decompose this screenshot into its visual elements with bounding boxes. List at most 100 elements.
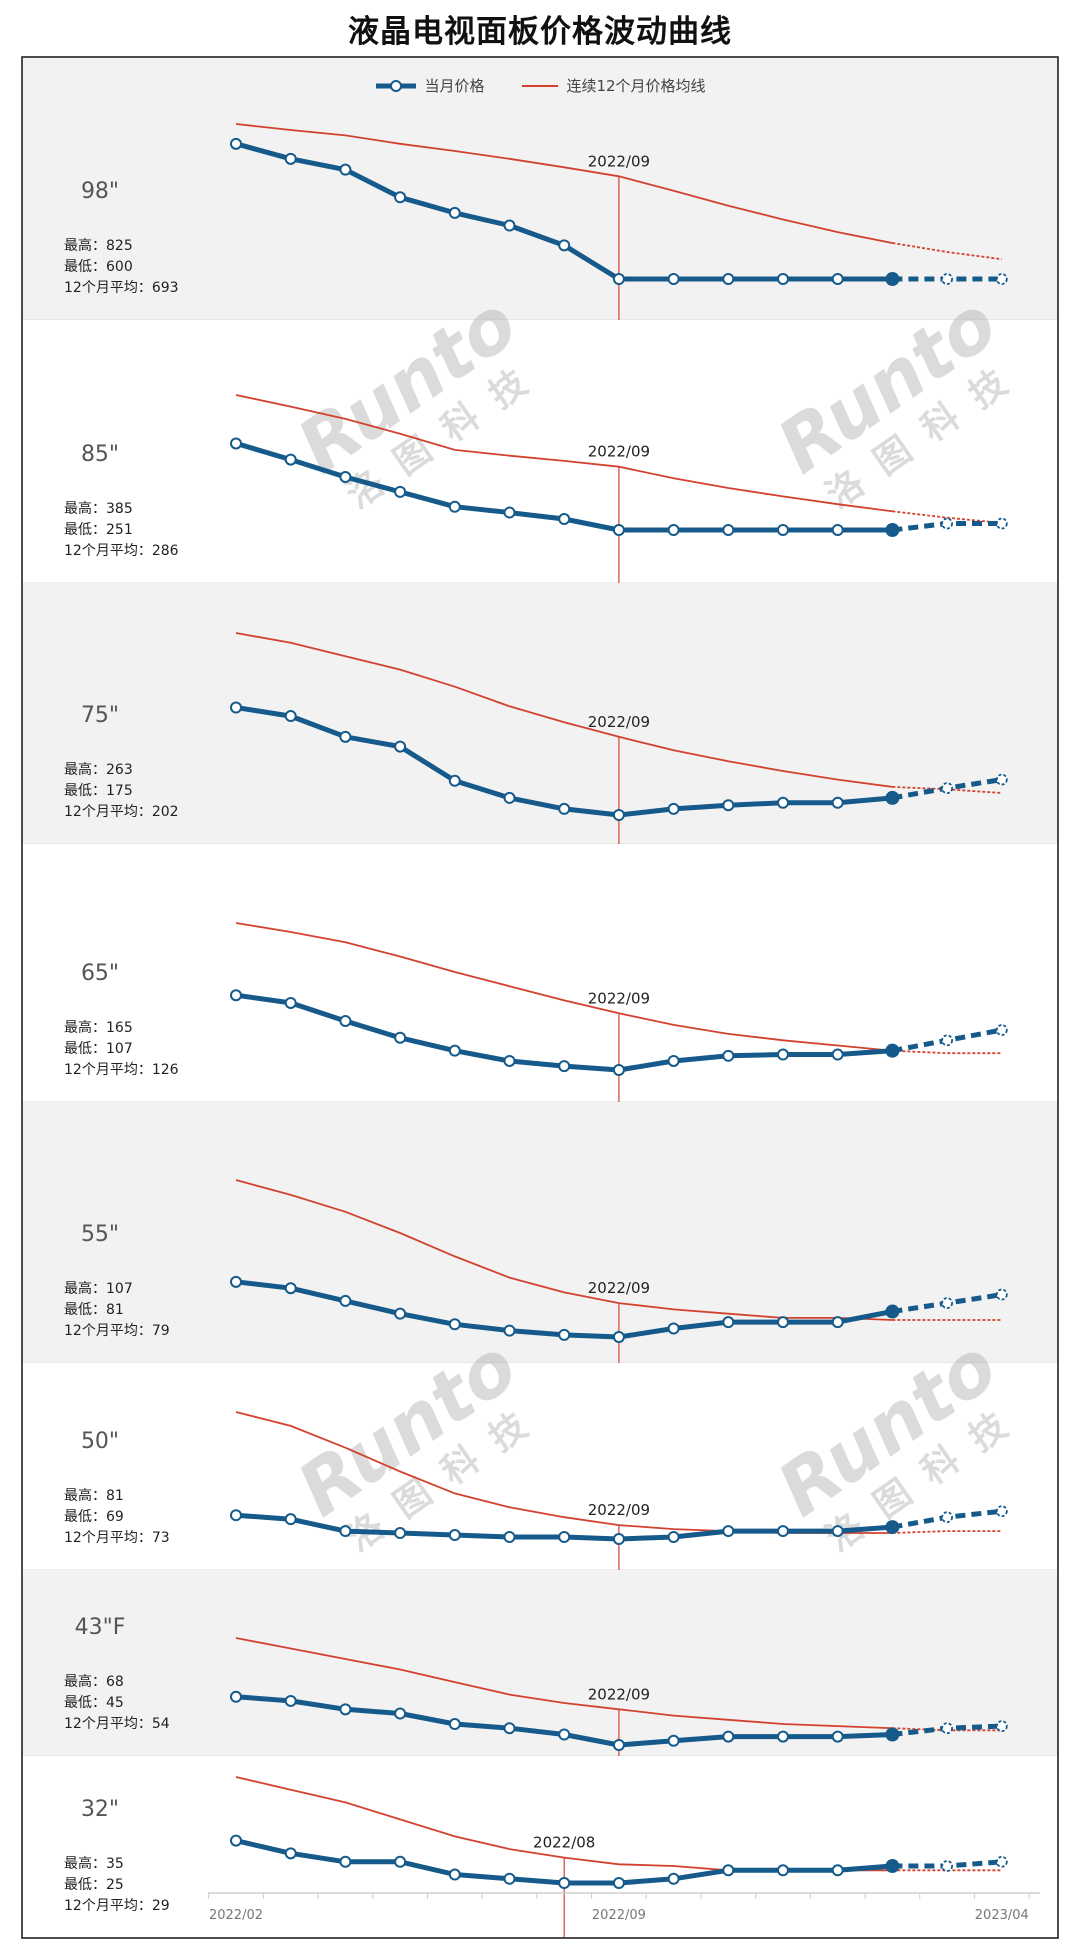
current-price-point bbox=[612, 1739, 625, 1751]
size-label: 43"F bbox=[75, 1615, 126, 1640]
forecast-point bbox=[941, 517, 953, 530]
current-price-point bbox=[667, 1322, 680, 1335]
current-price-point bbox=[612, 273, 625, 285]
size-label: 55" bbox=[81, 1222, 119, 1247]
current-price-point bbox=[722, 273, 735, 285]
ma-forecast-line bbox=[892, 242, 1002, 261]
current-price-point bbox=[448, 1044, 461, 1057]
current-price-point-latest bbox=[885, 1727, 900, 1742]
x-tick-label: 2022/09 bbox=[592, 1908, 646, 1923]
stat-label: 12个月平均：79 bbox=[64, 1323, 170, 1339]
current-price-point bbox=[777, 1048, 789, 1061]
current-price-point bbox=[284, 1847, 297, 1860]
marker-label: 2022/09 bbox=[588, 152, 650, 170]
current-price-point bbox=[503, 219, 516, 232]
current-price-point bbox=[394, 1527, 407, 1540]
current-price-point bbox=[284, 710, 297, 723]
current-price-point bbox=[558, 239, 571, 252]
size-label: 85" bbox=[81, 442, 119, 467]
current-price-point bbox=[558, 1877, 571, 1889]
marker-label: 2022/09 bbox=[588, 1685, 650, 1703]
current-price-point bbox=[503, 791, 516, 804]
current-price-point bbox=[230, 701, 242, 714]
ma-forecast-line bbox=[892, 1049, 1002, 1055]
current-price-point bbox=[831, 1316, 844, 1329]
legend: 当月价格 连续12个月价格均线 bbox=[0, 75, 1080, 96]
forecast-point bbox=[941, 1511, 953, 1524]
current-price-point bbox=[722, 1864, 735, 1877]
stat-label: 最低：69 bbox=[64, 1509, 124, 1525]
legend-item-current: 当月价格 bbox=[374, 75, 484, 96]
current-price-point-latest bbox=[885, 1859, 900, 1874]
x-tick-label: 2022/02 bbox=[209, 1908, 263, 1923]
panel-3: 2022/09 65" 最高：165 最低：107 12个月平均：126 bbox=[22, 844, 1058, 1103]
stat-label: 最高：165 bbox=[64, 1019, 133, 1036]
current-price-point bbox=[777, 1316, 789, 1329]
current-price-point bbox=[230, 1690, 242, 1703]
current-price-point-latest bbox=[885, 790, 900, 805]
current-price-point bbox=[339, 1294, 352, 1307]
forecast-point bbox=[995, 773, 1008, 786]
ma-line bbox=[235, 922, 893, 1052]
current-price-point bbox=[339, 471, 352, 484]
forecast-point bbox=[995, 273, 1008, 285]
stat-label: 最低：81 bbox=[64, 1302, 124, 1318]
current-price-point bbox=[448, 206, 461, 219]
current-price-point bbox=[284, 453, 297, 466]
marker-label: 2022/09 bbox=[588, 713, 650, 731]
stat-label: 最高：385 bbox=[64, 500, 133, 517]
stat-label: 最低：107 bbox=[64, 1041, 133, 1057]
current-price-point bbox=[722, 1730, 735, 1743]
current-price-point bbox=[831, 524, 844, 536]
current-price-point bbox=[339, 1015, 352, 1027]
marker-label: 2022/09 bbox=[588, 443, 650, 461]
current-price-point bbox=[448, 500, 461, 513]
forecast-point bbox=[941, 1860, 953, 1872]
ma-line bbox=[235, 394, 893, 513]
current-price-point bbox=[230, 989, 242, 1002]
current-price-point bbox=[558, 1531, 571, 1544]
current-price-point bbox=[667, 273, 680, 285]
ma-line bbox=[235, 123, 893, 244]
current-price-point bbox=[722, 1525, 735, 1538]
current-price-point bbox=[777, 524, 789, 536]
forecast-point bbox=[941, 273, 953, 285]
current-price-point bbox=[339, 1525, 352, 1538]
current-price-point bbox=[394, 1707, 407, 1720]
current-price-point bbox=[339, 730, 352, 743]
stat-label: 最高：263 bbox=[64, 761, 133, 778]
stat-label: 最高：35 bbox=[64, 1855, 124, 1872]
current-price-point bbox=[448, 774, 461, 787]
panel-background bbox=[22, 1756, 1058, 1938]
forecast-point bbox=[995, 1720, 1008, 1733]
current-price-point bbox=[339, 1703, 352, 1716]
current-price-point bbox=[394, 485, 407, 498]
current-price-point bbox=[448, 1318, 461, 1331]
forecast-point bbox=[941, 1297, 953, 1309]
current-price-point bbox=[831, 273, 844, 285]
marker-label: 2022/08 bbox=[533, 1834, 595, 1852]
forecast-point bbox=[995, 1288, 1008, 1301]
current-price-point-latest bbox=[885, 523, 900, 537]
current-price-point bbox=[667, 1734, 680, 1747]
stat-label: 最低：25 bbox=[64, 1877, 124, 1893]
current-price-point bbox=[339, 163, 352, 176]
legend-current-line-icon bbox=[376, 79, 417, 92]
legend-ma-label: 连续12个月价格均线 bbox=[566, 77, 706, 95]
current-price-point bbox=[284, 996, 297, 1009]
current-price-point bbox=[284, 1513, 297, 1526]
stat-label: 12个月平均：126 bbox=[64, 1062, 179, 1078]
current-price-point bbox=[777, 796, 789, 809]
forecast-point bbox=[941, 782, 953, 795]
current-price-point bbox=[777, 1864, 789, 1877]
current-price-point-latest bbox=[885, 1043, 900, 1058]
forecast-point bbox=[995, 1024, 1008, 1036]
marker-label: 2022/09 bbox=[588, 1279, 650, 1297]
current-price-point bbox=[230, 1834, 242, 1847]
panel-background bbox=[22, 1102, 1058, 1363]
current-price-point bbox=[503, 1872, 516, 1885]
panel-6: 2022/09 43"F 最高：68 最低：45 12个月平均：54 bbox=[22, 1570, 1058, 1757]
